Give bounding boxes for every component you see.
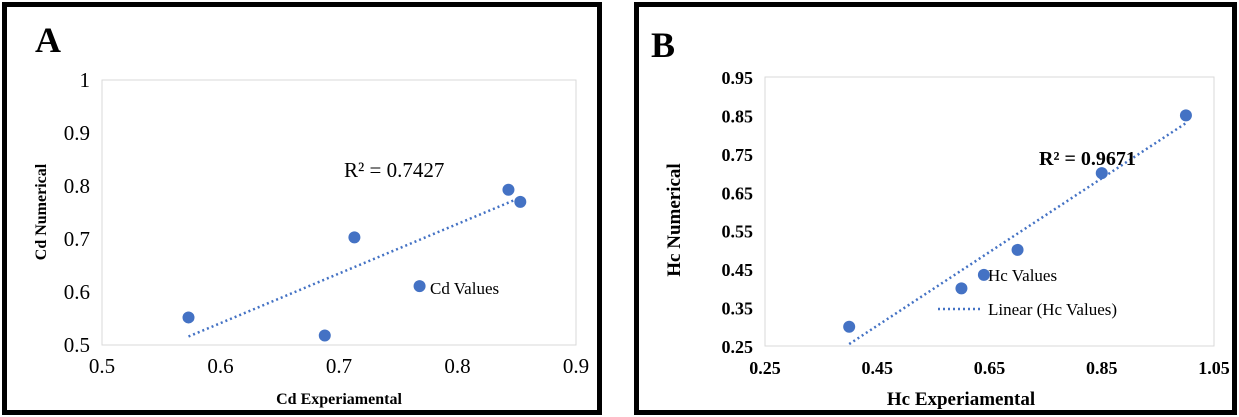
y-tick-label: 0.55 bbox=[722, 222, 754, 242]
y-tick-label: 0.95 bbox=[722, 68, 754, 88]
data-point bbox=[182, 311, 195, 324]
data-point bbox=[318, 329, 331, 342]
x-tick-label: 0.9 bbox=[563, 354, 589, 378]
data-point bbox=[348, 231, 361, 244]
x-axis-label-b: Hc Experiamental bbox=[887, 389, 1035, 410]
data-point bbox=[1095, 167, 1108, 180]
x-tick-label: 0.65 bbox=[974, 358, 1006, 378]
y-tick-label: 0.75 bbox=[722, 145, 754, 165]
data-point bbox=[514, 195, 527, 208]
y-tick-label: 0.45 bbox=[722, 260, 754, 280]
x-tick-label: 0.8 bbox=[444, 354, 470, 378]
y-tick-label: 0.5 bbox=[64, 333, 90, 357]
legend-b-trend-label: Linear (Hc Values) bbox=[988, 300, 1117, 319]
chart-a-svg: A 0.5 0.6 0.7 0.8 0.9 1 0.5 0.6 0.7 0.8 0.9 Cd Ex… bbox=[33, 20, 589, 408]
y-tick-label: 0.8 bbox=[64, 174, 90, 198]
trendline-b bbox=[848, 122, 1187, 346]
x-tick-label: 1.05 bbox=[1198, 358, 1230, 378]
x-axis-label-a: Cd Experiamental bbox=[276, 391, 402, 408]
y-tick-label: 0.35 bbox=[722, 299, 754, 319]
r2-label-a: R² = 0.7427 bbox=[344, 158, 444, 182]
r2-label-b: R² = 0.9671 bbox=[1039, 148, 1136, 170]
y-axis-label-a: Cd Numerical bbox=[33, 163, 50, 260]
data-point bbox=[1011, 243, 1024, 256]
y-tick-label: 0.6 bbox=[64, 280, 90, 304]
plot-area-a bbox=[101, 79, 577, 346]
x-tick-label: 0.45 bbox=[862, 358, 894, 378]
data-point bbox=[843, 320, 856, 333]
y-tick-label: 0.9 bbox=[64, 121, 90, 145]
data-point bbox=[955, 282, 968, 295]
x-tick-label: 0.7 bbox=[326, 354, 352, 378]
y-tick-label: 0.85 bbox=[722, 106, 754, 126]
chart-panel-a: A 0.5 0.6 0.7 0.8 0.9 1 0.5 0.6 0.7 0.8 0.9 Cd Ex… bbox=[2, 2, 602, 415]
x-tick-label: 0.25 bbox=[749, 358, 781, 378]
trendline-a bbox=[188, 196, 521, 338]
chart-b-svg: B 0.25 0.35 0.45 0.55 0.65 0.75 0.85 0.95 0.25 0… bbox=[651, 25, 1230, 410]
x-tick-label: 0.5 bbox=[89, 354, 115, 378]
x-tick-label: 0.6 bbox=[207, 354, 233, 378]
y-axis-label-b: Hc Numerical bbox=[664, 163, 685, 276]
y-tick-label: 0.7 bbox=[64, 227, 90, 251]
data-point bbox=[502, 183, 515, 196]
data-point bbox=[977, 268, 990, 281]
x-tick-label: 0.85 bbox=[1086, 358, 1118, 378]
y-tick-label: 0.25 bbox=[722, 337, 754, 357]
panel-letter-a: A bbox=[35, 20, 61, 60]
chart-panel-b: B 0.25 0.35 0.45 0.55 0.65 0.75 0.85 0.95 0.25 0… bbox=[634, 2, 1237, 415]
y-tick-label: 0.65 bbox=[722, 183, 754, 203]
panel-letter-b: B bbox=[651, 25, 675, 65]
legend-a-label: Cd Values bbox=[430, 279, 499, 298]
data-point bbox=[1179, 109, 1192, 122]
data-point bbox=[413, 280, 426, 293]
plot-area-b bbox=[764, 76, 1215, 347]
legend-b-series-label: Hc Values bbox=[988, 266, 1057, 285]
y-tick-label: 1 bbox=[80, 68, 91, 92]
